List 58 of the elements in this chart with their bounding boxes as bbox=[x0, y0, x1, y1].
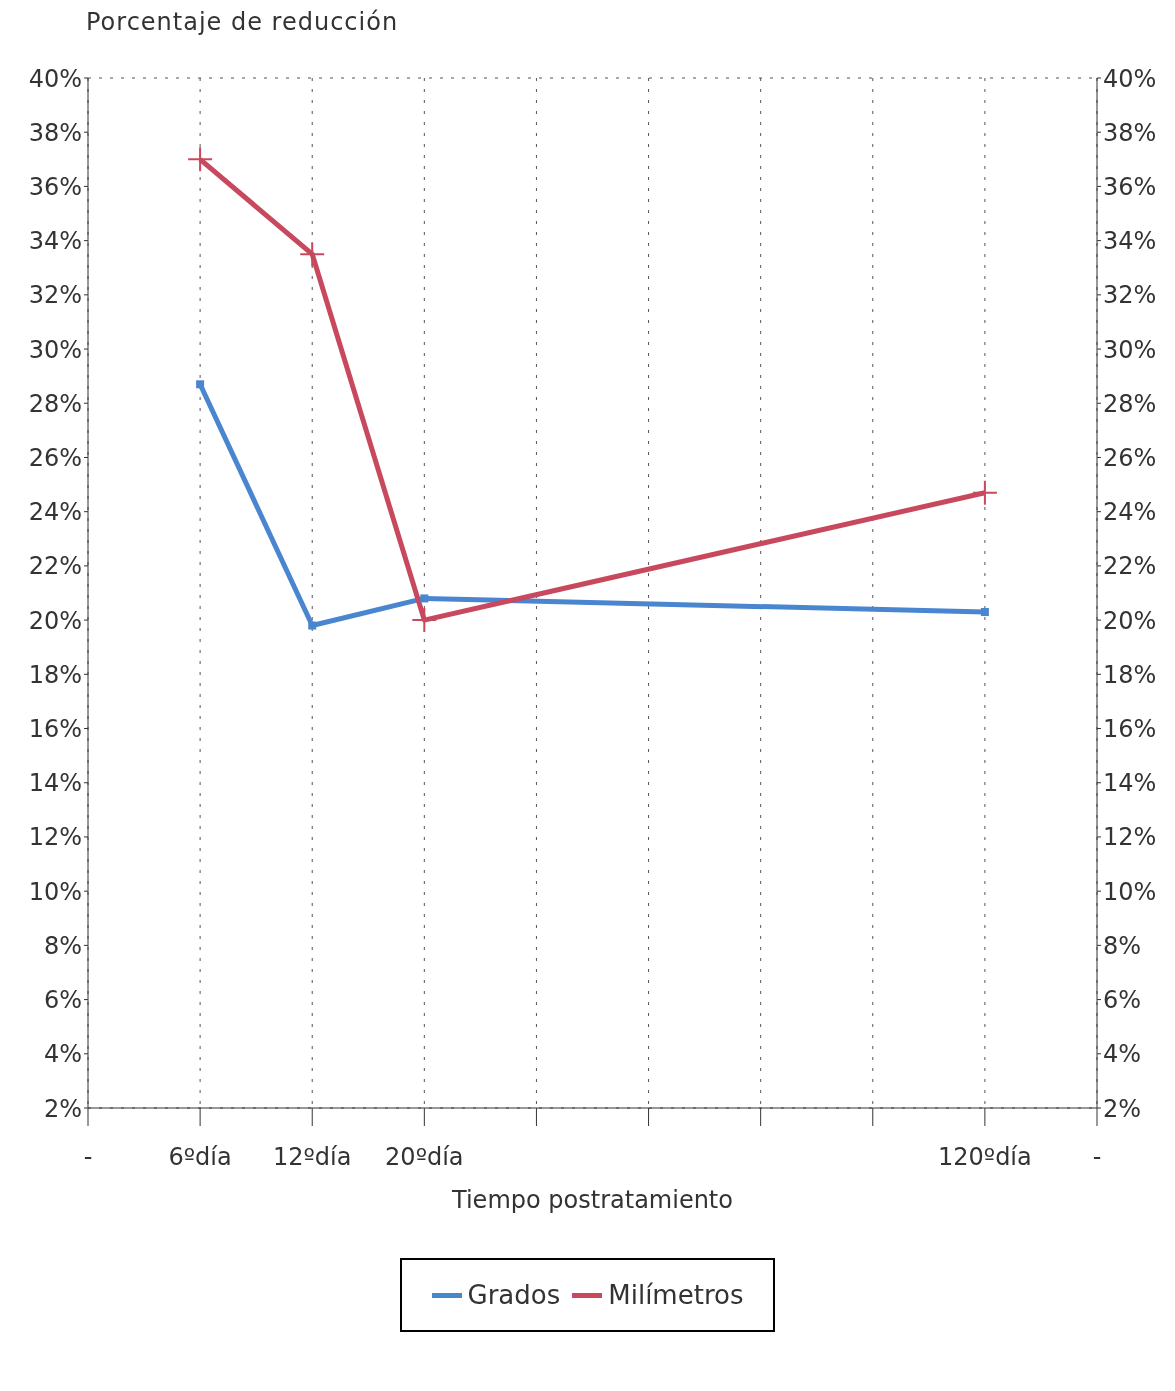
y-tick-label: 30% bbox=[28, 335, 82, 364]
y-tick-label: 20% bbox=[28, 606, 82, 635]
point bbox=[308, 621, 317, 630]
y-tick-label: 10% bbox=[28, 877, 82, 906]
y2-tick-label: 26% bbox=[1103, 443, 1157, 472]
y2-tick-label: 16% bbox=[1103, 715, 1157, 744]
legend-label: Grados bbox=[467, 1280, 561, 1310]
y2-tick-label: 36% bbox=[1103, 172, 1157, 201]
y2-tick-label: 32% bbox=[1103, 281, 1157, 310]
y2-tick-label: 24% bbox=[1103, 498, 1157, 527]
y2-tick-label: 34% bbox=[1103, 227, 1157, 256]
y2-tick-label: 20% bbox=[1103, 606, 1157, 635]
y-tick-label: 16% bbox=[28, 715, 82, 744]
y2-tick-label: 28% bbox=[1103, 389, 1157, 418]
point bbox=[300, 242, 325, 267]
legend-label: Milímetros bbox=[608, 1280, 744, 1310]
y-axis-title: Porcentaje de reducción bbox=[86, 8, 400, 38]
y-tick-label: 34% bbox=[28, 227, 82, 256]
point bbox=[420, 594, 429, 603]
y-tick-label: 26% bbox=[28, 443, 82, 472]
point bbox=[980, 607, 989, 616]
x-tick-label: 120ºdía bbox=[938, 1143, 1032, 1172]
x-tick-label: 20ºdía bbox=[385, 1143, 464, 1172]
y2-tick-label: 12% bbox=[1103, 823, 1157, 852]
y-tick-label: 32% bbox=[28, 281, 82, 310]
point bbox=[188, 147, 213, 172]
y2-tick-label: 30% bbox=[1103, 335, 1157, 364]
y-tick-label: 8% bbox=[43, 931, 82, 960]
y2-tick-label: 22% bbox=[1103, 552, 1157, 581]
y-tick-label: 36% bbox=[28, 172, 82, 201]
y-tick-label: 22% bbox=[28, 552, 82, 581]
y-tick-label: 28% bbox=[28, 389, 82, 418]
y-tick-label: 40% bbox=[28, 64, 82, 93]
y-tick-label: 18% bbox=[28, 660, 82, 689]
point bbox=[412, 608, 437, 633]
point bbox=[196, 380, 205, 389]
x-tick-label: 6ºdía bbox=[168, 1143, 232, 1172]
y-tick-label: 2% bbox=[43, 1094, 82, 1123]
y-tick-label: 38% bbox=[28, 118, 82, 147]
x-tick-label: - bbox=[1092, 1143, 1102, 1172]
y-tick-label: 6% bbox=[43, 986, 82, 1015]
y2-tick-label: 8% bbox=[1103, 931, 1142, 960]
y2-tick-label: 6% bbox=[1103, 986, 1142, 1015]
x-tick-label: 12ºdía bbox=[272, 1143, 352, 1172]
y-tick-label: 4% bbox=[43, 1040, 82, 1069]
x-axis-title: Tiempo postratamiento bbox=[451, 1186, 733, 1214]
y-tick-label: 14% bbox=[28, 769, 82, 798]
y-tick-label: 12% bbox=[28, 823, 82, 852]
y-tick-label: 24% bbox=[28, 498, 82, 527]
y2-tick-label: 4% bbox=[1103, 1040, 1142, 1069]
y2-tick-label: 38% bbox=[1103, 118, 1157, 147]
y2-tick-label: 2% bbox=[1103, 1094, 1142, 1123]
y2-tick-label: 40% bbox=[1103, 64, 1157, 93]
y2-tick-label: 18% bbox=[1103, 660, 1157, 689]
point bbox=[972, 480, 997, 505]
x-tick-label: - bbox=[83, 1143, 93, 1172]
y2-tick-label: 10% bbox=[1103, 877, 1157, 906]
y2-tick-label: 14% bbox=[1103, 769, 1157, 798]
